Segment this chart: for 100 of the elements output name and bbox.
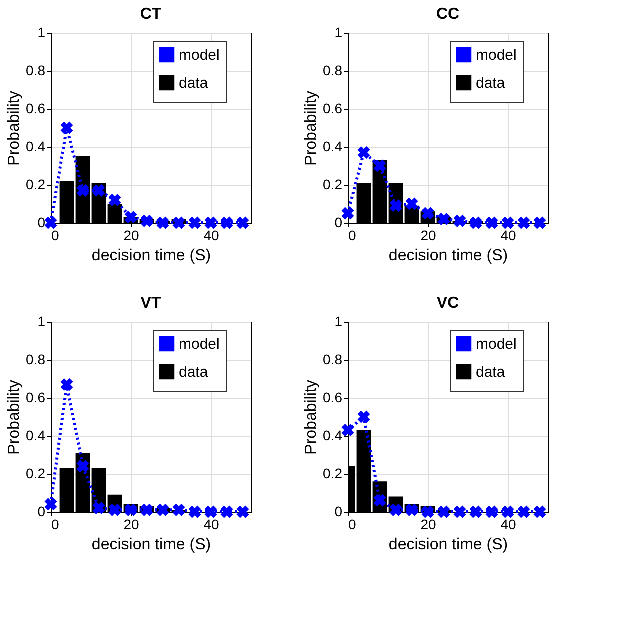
- point: [438, 212, 450, 226]
- y-tick-label: 0.4: [26, 138, 46, 154]
- y-tick-label: 1: [334, 24, 343, 40]
- legend-label: data: [476, 75, 506, 92]
- point: [406, 504, 418, 516]
- point: [76, 184, 90, 197]
- point: [172, 216, 186, 230]
- x-tick-label: 20: [124, 228, 140, 244]
- x-tick-label: 20: [420, 228, 436, 244]
- point: [108, 504, 122, 516]
- legend-label: data: [179, 364, 209, 381]
- y-tick-label: 0.2: [26, 466, 46, 482]
- y-tick-label: 0.8: [26, 62, 46, 78]
- y-tick-label: 0.4: [323, 138, 343, 154]
- y-tick-label: 0.2: [323, 176, 343, 192]
- point: [60, 122, 74, 134]
- point: [502, 216, 514, 230]
- x-axis-title: decision time (S): [92, 248, 212, 264]
- point: [188, 216, 202, 230]
- point: [518, 216, 530, 230]
- y-axis-title: Probability: [6, 91, 24, 166]
- point: [188, 506, 202, 518]
- y-tick-label: 0.4: [323, 428, 343, 444]
- point: [220, 506, 234, 518]
- y-tick-label: 0.4: [26, 428, 46, 444]
- point: [358, 410, 370, 424]
- point: [342, 424, 354, 437]
- x-axis-title: decision time (S): [92, 536, 212, 554]
- y-axis-title: Probability: [303, 91, 320, 166]
- x-axis-title: decision time (S): [388, 536, 508, 554]
- point: [390, 504, 402, 516]
- chart-title: CT: [140, 6, 162, 23]
- y-tick-label: 0: [38, 214, 46, 230]
- point: [518, 506, 530, 518]
- x-tick-label: 40: [204, 516, 220, 532]
- point: [172, 504, 186, 516]
- point: [108, 194, 122, 206]
- point: [44, 498, 58, 511]
- point: [486, 216, 498, 230]
- y-tick-label: 0.6: [323, 100, 343, 116]
- point: [486, 506, 498, 518]
- point: [92, 184, 106, 197]
- y-tick-label: 1: [38, 314, 46, 330]
- y-tick-label: 0: [38, 504, 46, 520]
- y-tick-label: 0.6: [26, 390, 46, 406]
- point: [438, 506, 450, 518]
- point: [140, 214, 154, 228]
- y-tick-label: 0: [334, 504, 343, 520]
- point: [502, 506, 514, 518]
- y-tick-label: 1: [38, 24, 46, 40]
- x-tick-label: 0: [348, 228, 356, 244]
- legend-label: model: [179, 336, 220, 353]
- point: [534, 216, 546, 230]
- x-tick-label: 20: [124, 516, 140, 532]
- chart-title: VT: [140, 295, 162, 312]
- point: [204, 506, 218, 518]
- x-tick-label: 20: [420, 516, 436, 532]
- point: [76, 460, 90, 473]
- x-tick-label: 40: [500, 228, 516, 244]
- x-axis-title: decision time (S): [388, 248, 508, 264]
- point: [422, 506, 434, 518]
- point: [92, 502, 106, 514]
- point: [374, 160, 386, 172]
- x-tick-label: 0: [348, 516, 356, 532]
- y-tick-label: 0: [334, 214, 343, 230]
- point: [140, 504, 154, 516]
- y-tick-label: 0.8: [323, 352, 343, 368]
- chart-title: VC: [436, 295, 460, 312]
- point: [470, 506, 482, 518]
- y-tick-label: 0.8: [26, 352, 46, 368]
- legend-label: model: [476, 47, 517, 64]
- legend-label: data: [476, 364, 506, 381]
- y-tick-label: 0.6: [323, 390, 343, 406]
- chart-title: CC: [436, 6, 460, 23]
- legend-label: data: [179, 75, 209, 92]
- point: [358, 146, 370, 159]
- x-tick-label: 0: [52, 516, 60, 532]
- point: [156, 216, 170, 230]
- point: [406, 198, 418, 210]
- x-tick-label: 40: [500, 516, 516, 532]
- point: [124, 504, 138, 516]
- y-tick-label: 0.6: [26, 100, 46, 116]
- point: [124, 211, 138, 224]
- point: [220, 216, 234, 230]
- legend-label: model: [179, 47, 220, 64]
- point: [236, 506, 250, 518]
- point: [470, 216, 482, 230]
- y-tick-label: 0.2: [323, 466, 343, 482]
- point: [454, 214, 466, 228]
- x-tick-label: 0: [52, 228, 60, 244]
- point: [60, 378, 74, 391]
- y-tick-label: 1: [334, 314, 343, 330]
- y-tick-label: 0.2: [26, 176, 46, 192]
- point: [454, 506, 466, 518]
- point: [342, 207, 354, 220]
- point: [204, 216, 218, 230]
- point: [156, 504, 170, 516]
- y-axis-title: Probability: [303, 380, 320, 455]
- point: [44, 216, 58, 230]
- point: [422, 207, 434, 220]
